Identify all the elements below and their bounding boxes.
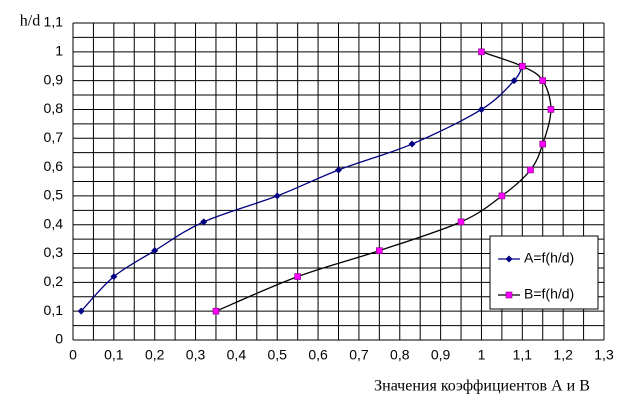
series-line — [80, 65, 523, 312]
data-point — [539, 77, 547, 84]
x-tick-label: 0,6 — [308, 347, 328, 363]
data-point — [510, 77, 518, 85]
data-point — [212, 307, 220, 315]
legend-marker — [505, 255, 513, 263]
x-tick-label: 0 — [69, 347, 77, 363]
y-tick-label: 0,1 — [44, 302, 64, 318]
y-tick-label: 1,1 — [44, 14, 64, 30]
data-point — [200, 218, 208, 226]
x-tick-label: 1,1 — [513, 347, 533, 363]
legend: A=f(h/d) B=f(h/d) — [489, 235, 599, 310]
x-tick-label: 1,3 — [594, 347, 614, 363]
data-point — [477, 105, 485, 113]
x-tick-label: 0,3 — [186, 347, 206, 363]
x-tick-label: 0,8 — [390, 347, 410, 363]
data-point — [376, 247, 383, 254]
y-tick-label: 0,4 — [44, 215, 64, 231]
x-tick-label: 0,2 — [145, 347, 165, 363]
legend-label: A=f(h/d) — [524, 250, 574, 266]
y-tick-label: 0,3 — [44, 244, 64, 260]
data-point — [110, 273, 118, 281]
data-point — [539, 140, 547, 148]
y-tick-label: 1 — [55, 43, 63, 59]
y-tick-label: 0,2 — [44, 273, 64, 289]
x-tick-label: 1,2 — [553, 347, 573, 363]
y-axis-label: h/d — [20, 13, 40, 30]
x-tick-label: 0,9 — [431, 347, 451, 363]
legend-label: B=f(h/d) — [524, 286, 574, 302]
data-point — [294, 273, 301, 280]
data-point — [151, 247, 159, 255]
x-axis-label: Значения коэффициентов А и В — [374, 378, 590, 395]
legend-marker — [505, 291, 513, 299]
y-tick-label: 0,6 — [44, 158, 64, 174]
y-tick-label: 0,9 — [44, 71, 64, 87]
y-tick-label: 0 — [55, 331, 63, 347]
data-point — [527, 166, 534, 174]
y-tick-label: 0,8 — [44, 100, 64, 116]
x-tick-label: 0,5 — [267, 347, 287, 363]
data-point — [457, 218, 465, 226]
y-tick-label: 0,7 — [44, 129, 64, 145]
data-point — [519, 62, 526, 70]
x-tick-label: 0,1 — [104, 347, 124, 363]
data-point — [498, 192, 506, 200]
data-point — [273, 192, 281, 200]
data-point — [77, 307, 85, 315]
data-point — [478, 48, 485, 56]
x-tick-label: 0,4 — [227, 347, 247, 363]
x-tick-label: 0,7 — [349, 347, 369, 363]
y-tick-label: 0,5 — [44, 187, 64, 203]
x-tick-label: 1 — [478, 347, 486, 363]
data-point — [547, 106, 555, 113]
data-point — [335, 166, 342, 174]
data-point — [408, 140, 416, 148]
